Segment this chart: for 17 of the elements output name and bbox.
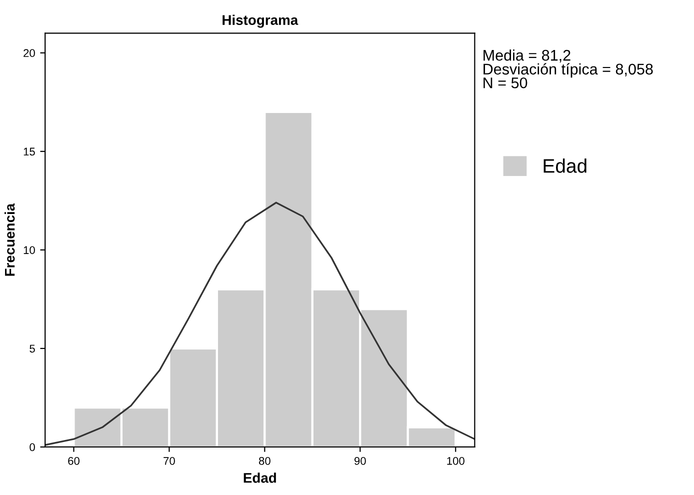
y-tick-label: 5	[30, 344, 35, 353]
x-tick-label: 100	[447, 457, 464, 465]
y-tick-label: 10	[24, 246, 35, 254]
text: N = 50	[484, 77, 528, 88]
x-tick-label: 70	[164, 457, 175, 465]
y-tick-label: 0	[30, 443, 35, 452]
text: Desviación típica = 8,058	[484, 63, 653, 78]
chart-title: Histograma	[222, 14, 298, 28]
y-axis-title: Frecuencia	[4, 203, 15, 276]
x-tick-label: 90	[354, 457, 366, 465]
text: Media = 81,2	[484, 50, 570, 63]
legend-label: Edad	[544, 158, 586, 173]
y-tick-label: 20	[24, 49, 35, 58]
x-axis-title: Edad	[244, 472, 276, 483]
x-tick-label: 80	[258, 457, 270, 465]
x-tick-label: 60	[68, 457, 80, 465]
y-tick-label: 15	[24, 148, 35, 156]
